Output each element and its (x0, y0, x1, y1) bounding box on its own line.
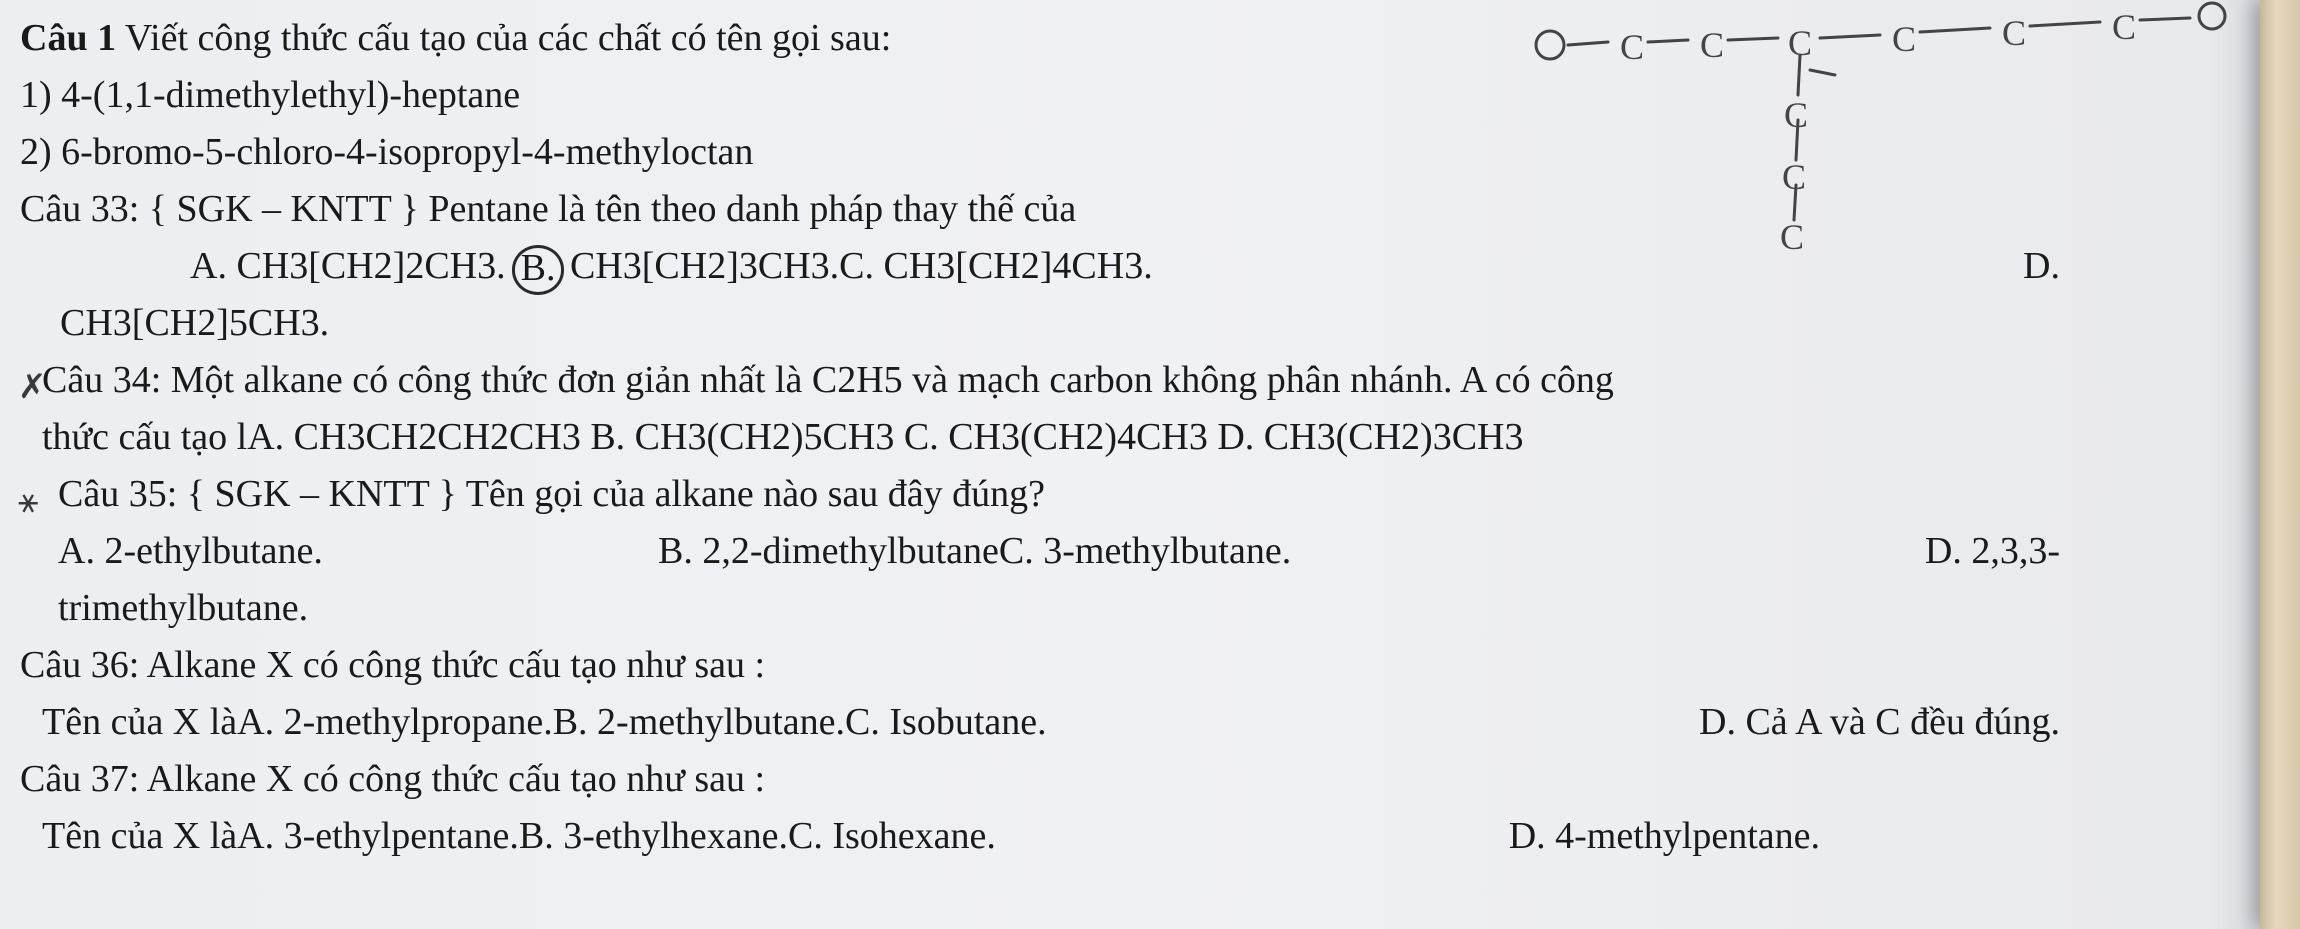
q33-cont: CH3[CH2]5CH3. (20, 295, 2080, 352)
q35-optB: B. 2,2-dimethylbutaneC. 3-methylbutane. (658, 523, 1291, 580)
q33-optC: C. CH3[CH2]4CH3. (839, 238, 1153, 295)
paper-edge (2260, 0, 2300, 929)
q33-options-row: A. CH3[CH2]2CH3. B. CH3[CH2]3CH3. C. CH3… (20, 238, 2080, 295)
q33-optB: B. CH3[CH2]3CH3. (516, 238, 840, 295)
q35-prompt: ⚹ Câu 35: { SGK – KNTT } Tên gọi của alk… (20, 466, 2080, 523)
q1-item1: 1) 4-(1,1-dimethylethyl)-heptane (20, 67, 2080, 124)
star-mark-icon: ✗ (18, 362, 47, 413)
q34-line1: ✗ Câu 34: Một alkane có công thức đơn gi… (20, 352, 2080, 409)
q1-heading-bold: Câu 1 (20, 17, 116, 59)
q33-optB-circled: B. (512, 245, 565, 295)
q35-cont: trimethylbutane. (20, 580, 2080, 637)
q33-prompt: Câu 33: { SGK – KNTT } Pentane là tên th… (20, 181, 2080, 238)
q35-optD: D. 2,3,3- (1925, 523, 2060, 580)
q33-optD: D. (2023, 238, 2060, 295)
q1-item2: 2) 6-bromo-5-chloro-4-isopropyl-4-methyl… (20, 124, 2080, 181)
q35-options-row: A. 2-ethylbutane. B. 2,2-dimethylbutaneC… (20, 523, 2080, 580)
q37-opts-left: Tên của X làA. 3-ethylpentane.B. 3-ethyl… (42, 808, 996, 865)
check-mark-icon: ⚹ (18, 476, 38, 527)
hand-c6: C (2112, 0, 2136, 54)
q35-prompt-text: Câu 35: { SGK – KNTT } Tên gọi của alkan… (20, 473, 1045, 515)
q37-optD: D. 4-methylpentane. (1509, 808, 1820, 865)
q1-heading-rest: Viết công thức cấu tạo của các chất có t… (116, 17, 891, 59)
q37-options-row: Tên của X làA. 3-ethylpentane.B. 3-ethyl… (20, 808, 2080, 865)
q33-optB-rest: CH3[CH2]3CH3. (560, 245, 839, 287)
q34-line1-text: Câu 34: Một alkane có công thức đơn giản… (20, 359, 1614, 401)
q1-heading: Câu 1 Viết công thức cấu tạo của các chấ… (20, 10, 2080, 67)
q36-prompt: Câu 36: Alkane X có công thức cấu tạo nh… (20, 637, 2080, 694)
q36-opts-left: Tên của X làA. 2-methylpropane.B. 2-meth… (42, 694, 1047, 751)
q34-line2: thức cấu tạo lA. CH3CH2CH2CH3 B. CH3(CH2… (20, 409, 2080, 466)
q36-options-row: Tên của X làA. 2-methylpropane.B. 2-meth… (20, 694, 2080, 751)
q33-optA: A. CH3[CH2]2CH3. (20, 238, 506, 295)
q36-optD: D. Cả A và C đều đúng. (1699, 694, 2060, 751)
q37-prompt: Câu 37: Alkane X có công thức cấu tạo nh… (20, 751, 2080, 808)
q35-optA: A. 2-ethylbutane. (58, 523, 658, 580)
